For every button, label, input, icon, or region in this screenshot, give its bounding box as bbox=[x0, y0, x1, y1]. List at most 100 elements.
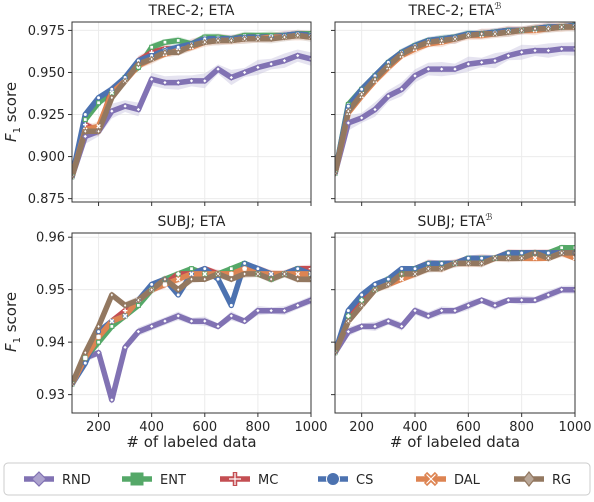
data-point-dal-stroke bbox=[295, 271, 301, 277]
data-point-rnd bbox=[491, 57, 499, 64]
data-point-dal-stroke bbox=[162, 282, 168, 287]
legend-marker bbox=[522, 471, 536, 487]
data-point-rnd bbox=[491, 302, 499, 309]
data-point-rnd bbox=[531, 47, 539, 54]
data-point-dal bbox=[308, 271, 311, 277]
data-point-mc-stroke bbox=[175, 271, 181, 277]
panel-title-superscript: ℬ bbox=[494, 2, 501, 12]
data-point-dal-stroke bbox=[308, 271, 311, 277]
panel-4: 200 400 600 800 1000 SUBJ; ETAℬ bbox=[331, 213, 592, 435]
data-point-cs bbox=[109, 86, 115, 92]
data-point-rnd bbox=[241, 69, 248, 76]
panel-title: SUBJ; ETA bbox=[158, 214, 226, 230]
data-point-rnd bbox=[108, 107, 116, 115]
plot-frame bbox=[334, 21, 576, 203]
data-point-rnd bbox=[505, 296, 512, 304]
data-point-rg bbox=[479, 260, 485, 267]
data-point-cs bbox=[345, 103, 351, 109]
data-point-ent bbox=[149, 44, 155, 50]
legend-entry-mc: MC bbox=[220, 472, 278, 488]
data-point-rg bbox=[532, 25, 538, 33]
panel-title: TREC-2; ETA bbox=[148, 3, 235, 19]
data-point-cs bbox=[359, 292, 365, 298]
x-tick-label: 600 bbox=[456, 420, 481, 435]
data-point-rg bbox=[385, 62, 391, 70]
data-point-rg bbox=[122, 77, 128, 85]
data-point-rg bbox=[268, 275, 274, 283]
data-point-ent bbox=[175, 38, 181, 43]
data-point-rg bbox=[82, 128, 88, 135]
data-point-rnd bbox=[571, 45, 575, 53]
legend-marker bbox=[326, 472, 340, 486]
data-point-mc-stroke bbox=[359, 297, 364, 303]
data-point-rnd bbox=[438, 65, 445, 73]
panel-title: SUBJ; ETAℬ bbox=[418, 213, 493, 230]
data-point-mc-stroke bbox=[308, 266, 311, 271]
data-point-rg bbox=[96, 323, 102, 330]
data-point-rnd bbox=[451, 307, 459, 314]
data-point-cs bbox=[425, 260, 431, 267]
data-point-ent bbox=[162, 39, 168, 45]
plot-series-layer bbox=[72, 260, 311, 405]
data-point-rg bbox=[162, 48, 168, 56]
data-point-cs bbox=[479, 255, 485, 261]
data-point-rnd bbox=[531, 296, 539, 304]
data-point-dal-stroke bbox=[109, 318, 115, 324]
data-point-ent bbox=[572, 245, 575, 251]
data-point-dal-stroke bbox=[175, 276, 181, 282]
legend-label: RG bbox=[552, 473, 571, 488]
data-point-rg bbox=[268, 35, 274, 43]
data-point-rnd bbox=[398, 323, 405, 330]
data-point-rg bbox=[109, 94, 115, 102]
data-point-rg bbox=[162, 275, 168, 283]
data-point-rnd bbox=[518, 49, 525, 56]
data-point-dal bbox=[162, 282, 168, 287]
data-point-rg bbox=[135, 296, 141, 304]
x-tick-label: 400 bbox=[403, 420, 428, 435]
data-point-rg bbox=[242, 35, 248, 43]
data-point-rnd bbox=[558, 45, 565, 53]
data-point-rg bbox=[399, 270, 405, 278]
data-point-rg bbox=[359, 91, 365, 98]
y-axis-label: F1 score bbox=[2, 292, 23, 352]
plot-series-layer bbox=[335, 22, 575, 179]
data-point-dal bbox=[532, 255, 538, 261]
data-point-rg bbox=[228, 37, 234, 44]
data-point-cs bbox=[295, 266, 301, 272]
data-point-rnd bbox=[385, 92, 392, 100]
y-axis-label-f: F bbox=[2, 133, 20, 142]
panel-title-superscript: ℬ bbox=[485, 213, 492, 223]
data-point-rnd bbox=[371, 106, 379, 113]
data-point-rnd bbox=[135, 106, 142, 113]
data-point-rnd bbox=[214, 65, 222, 73]
x-tick-label: 200 bbox=[349, 420, 374, 435]
data-point-dal bbox=[295, 271, 301, 277]
data-point-ent bbox=[96, 100, 102, 106]
y-tick-label: 0.93 bbox=[36, 388, 65, 403]
data-point-rg bbox=[559, 249, 565, 257]
data-point-dal bbox=[242, 266, 247, 271]
data-point-rnd bbox=[228, 312, 235, 320]
y-tick-label: 0.94 bbox=[36, 336, 65, 351]
data-point-rg bbox=[175, 286, 181, 293]
data-point-dal bbox=[572, 255, 575, 261]
data-point-ent bbox=[135, 302, 141, 308]
legend-label: ENT bbox=[160, 473, 186, 488]
data-point-rg bbox=[465, 260, 471, 267]
y-tick-label: 0.925 bbox=[28, 108, 65, 123]
legend-label: CS bbox=[356, 473, 373, 488]
data-point-rg bbox=[372, 75, 378, 83]
data-point-rg bbox=[519, 27, 525, 34]
data-point-rnd bbox=[358, 323, 365, 330]
data-point-rnd bbox=[254, 64, 262, 71]
data-point-rg bbox=[255, 35, 261, 43]
data-point-cs bbox=[439, 260, 445, 267]
data-point-rg bbox=[425, 265, 431, 273]
legend-entry-ent: ENT bbox=[122, 472, 186, 488]
data-point-dal bbox=[109, 318, 115, 324]
data-point-cs bbox=[519, 250, 525, 256]
data-point-ent bbox=[82, 117, 88, 123]
data-point-cs bbox=[372, 281, 378, 288]
